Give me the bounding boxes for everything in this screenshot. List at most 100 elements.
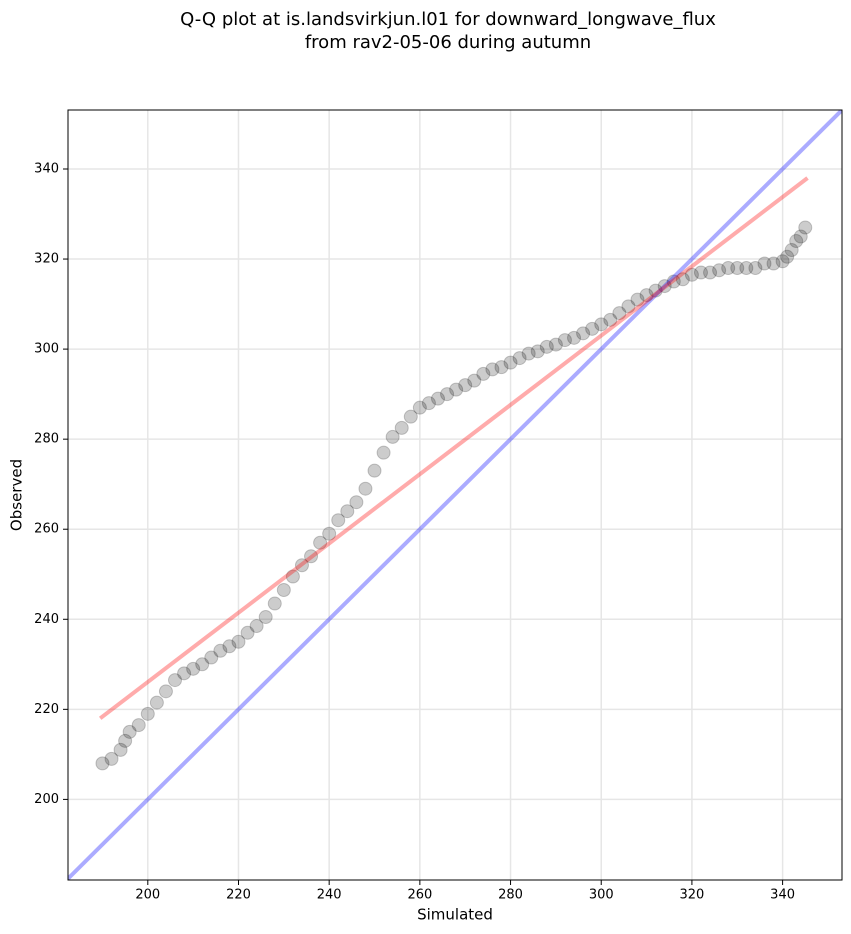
x-tick-label: 320 (680, 888, 705, 903)
point (294, 558, 309, 573)
point (548, 337, 563, 352)
point (104, 751, 119, 766)
y-tick-label: 280 (34, 432, 59, 447)
x-tick-label: 280 (498, 888, 523, 903)
x-tick-label: 260 (407, 888, 432, 903)
y-tick-label: 300 (34, 342, 59, 357)
point (376, 445, 391, 460)
point (539, 339, 554, 354)
point (118, 733, 133, 748)
point (666, 274, 681, 289)
point (412, 400, 427, 415)
point (521, 346, 536, 361)
point (240, 625, 255, 640)
point (349, 495, 364, 510)
point (775, 254, 790, 269)
point (394, 420, 409, 435)
point (485, 362, 500, 377)
y-tick-label: 260 (34, 522, 59, 537)
point (204, 650, 219, 665)
point (367, 463, 382, 478)
point (340, 504, 355, 519)
point (730, 261, 745, 276)
point (748, 261, 763, 276)
point (766, 256, 781, 271)
point (630, 292, 645, 307)
point (739, 261, 754, 276)
point (530, 344, 545, 359)
point (458, 378, 473, 393)
point (585, 321, 600, 336)
point (603, 312, 618, 327)
point (231, 634, 246, 649)
point (703, 265, 718, 280)
point (113, 742, 128, 757)
y-axis-label: Observed (8, 459, 26, 531)
y-tick-label: 340 (34, 161, 59, 176)
point (276, 583, 291, 598)
reference-line (98, 176, 809, 720)
point (95, 756, 110, 771)
point (621, 299, 636, 314)
point (557, 333, 572, 348)
point (186, 661, 201, 676)
point (430, 391, 445, 406)
point (267, 596, 282, 611)
point (503, 355, 518, 370)
plot-frame (67, 109, 843, 881)
point (675, 272, 690, 287)
x-tick-label: 200 (135, 888, 160, 903)
point (222, 639, 237, 654)
point (567, 330, 582, 345)
y-tick-label: 240 (34, 612, 59, 627)
y-tick-label: 320 (34, 252, 59, 267)
point (494, 360, 509, 375)
point (449, 382, 464, 397)
point (712, 263, 727, 278)
point (249, 619, 264, 634)
point (467, 373, 482, 388)
point (639, 288, 654, 303)
plot-area (68, 110, 842, 880)
point (721, 261, 736, 276)
x-tick-label: 240 (317, 888, 342, 903)
point (789, 234, 804, 249)
point (258, 610, 273, 625)
y-tick-label: 220 (34, 702, 59, 717)
point (798, 220, 813, 235)
point (648, 283, 663, 298)
y-tick-label: 200 (34, 792, 59, 807)
point (476, 366, 491, 381)
point (594, 317, 609, 332)
x-tick-label: 340 (770, 888, 795, 903)
point (693, 265, 708, 280)
x-tick-label: 220 (226, 888, 251, 903)
reference-line (68, 110, 842, 880)
point (512, 351, 527, 366)
point (358, 481, 373, 496)
point (385, 429, 400, 444)
point (149, 695, 164, 710)
point (213, 643, 228, 658)
point (131, 718, 146, 733)
point (140, 706, 155, 721)
chart-title: Q-Q plot at is.landsvirkjun.l01 for down… (180, 9, 716, 30)
point (177, 666, 192, 681)
point (440, 387, 455, 402)
point (403, 409, 418, 424)
x-tick-label: 300 (589, 888, 614, 903)
point (657, 279, 672, 294)
point (122, 724, 137, 739)
point (331, 513, 346, 528)
point (168, 673, 183, 688)
point (576, 326, 591, 341)
point (421, 396, 436, 411)
point (784, 243, 799, 258)
point (285, 569, 300, 584)
point (195, 657, 210, 672)
point (780, 249, 795, 264)
point (322, 526, 337, 541)
point (612, 306, 627, 321)
point (304, 549, 319, 564)
